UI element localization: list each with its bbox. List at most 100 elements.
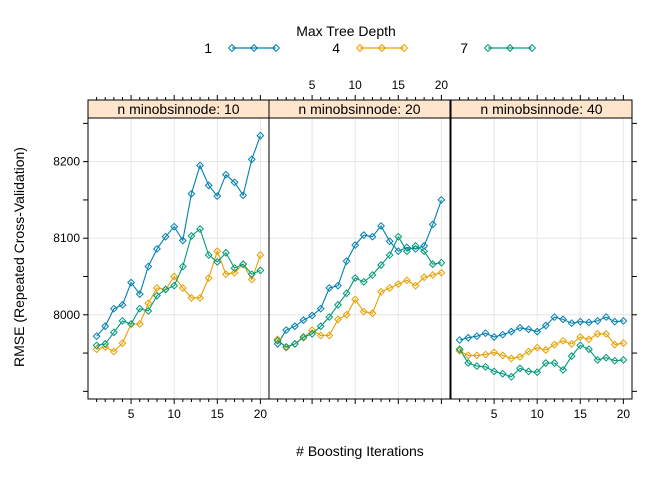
legend-marker — [527, 43, 537, 53]
data-point — [170, 281, 179, 290]
data-point — [213, 247, 222, 256]
data-point — [368, 309, 377, 318]
data-point — [385, 237, 394, 246]
data-point — [325, 284, 334, 292]
data-point — [135, 290, 144, 299]
data-point — [351, 274, 360, 282]
data-point — [584, 335, 593, 344]
data-point — [420, 247, 429, 256]
legend-item-7: 7 — [460, 40, 537, 56]
data-point — [576, 333, 585, 341]
data-point — [541, 321, 550, 330]
data-point — [524, 325, 533, 334]
data-point — [308, 329, 317, 338]
panel-3: n minobsinnode: 40 — [450, 99, 633, 400]
data-point — [437, 258, 446, 267]
data-point — [256, 131, 265, 140]
x-tick-label-top: 5 — [309, 78, 316, 92]
legend-marker — [249, 43, 259, 53]
data-point — [472, 362, 481, 371]
data-point — [101, 322, 110, 331]
data-point — [593, 355, 602, 364]
x-tick-label: 10 — [168, 407, 182, 421]
data-point — [524, 347, 533, 356]
data-point — [178, 236, 187, 245]
data-point — [135, 304, 144, 313]
data-point — [533, 327, 542, 336]
data-point — [161, 232, 170, 241]
data-point — [273, 335, 282, 344]
data-point — [472, 351, 481, 360]
data-point — [230, 264, 239, 273]
data-point — [428, 271, 437, 279]
data-point — [576, 341, 585, 350]
data-point — [377, 261, 386, 269]
data-point — [602, 353, 611, 362]
data-point — [490, 333, 499, 341]
legend-marker — [271, 43, 281, 53]
data-point — [178, 284, 187, 292]
data-point — [101, 339, 110, 348]
data-point — [333, 281, 342, 290]
data-point — [455, 336, 464, 345]
data-point — [420, 241, 429, 250]
series-line — [459, 344, 624, 378]
data-point — [118, 316, 127, 325]
data-point — [490, 367, 499, 376]
data-point — [351, 241, 360, 250]
y-axis-label: RMSE (Repeated Cross-Validation) — [11, 147, 27, 367]
data-point — [342, 257, 351, 266]
data-point — [498, 351, 507, 360]
data-point — [316, 331, 325, 340]
data-point — [308, 311, 317, 320]
data-point — [239, 260, 248, 269]
data-point — [196, 293, 205, 302]
data-point — [550, 340, 559, 349]
data-point — [144, 299, 153, 308]
data-point — [402, 276, 411, 285]
x-tick-label: 15 — [574, 407, 588, 421]
panel-1: n minobsinnode: 10 — [87, 99, 270, 400]
legend-marker — [483, 43, 493, 53]
right-axis — [632, 122, 637, 392]
data-point — [507, 327, 516, 336]
data-point — [402, 247, 411, 256]
data-point — [92, 341, 101, 350]
data-point — [481, 350, 490, 359]
data-point — [610, 340, 619, 349]
data-point — [290, 339, 299, 348]
data-point — [221, 248, 230, 257]
data-point — [584, 318, 593, 327]
data-point — [230, 268, 239, 277]
data-point — [333, 315, 342, 324]
data-point — [333, 300, 342, 309]
data-point — [420, 273, 429, 282]
legend-label: 1 — [204, 40, 212, 56]
data-point — [464, 333, 473, 342]
data-point — [230, 178, 239, 187]
data-point — [377, 287, 386, 296]
data-point — [619, 355, 628, 364]
series-4 — [273, 268, 446, 352]
data-point — [144, 306, 153, 315]
data-point — [127, 278, 136, 287]
data-point — [342, 310, 351, 319]
data-point — [221, 170, 230, 179]
data-point — [282, 326, 291, 335]
y-tick-label: 8200 — [53, 155, 80, 169]
data-point — [498, 369, 507, 378]
series-line — [459, 316, 624, 341]
legend: 1 4 7 — [204, 40, 537, 56]
data-point — [377, 221, 386, 230]
legend-title: Max Tree Depth — [296, 23, 396, 39]
data-point — [256, 266, 265, 275]
data-point — [619, 339, 628, 348]
data-point — [161, 285, 170, 294]
data-point — [109, 328, 118, 337]
series-7 — [455, 341, 628, 381]
x-tick-label: 20 — [617, 407, 631, 421]
gridlines — [88, 118, 269, 399]
data-point — [213, 192, 222, 201]
data-point — [610, 356, 619, 365]
